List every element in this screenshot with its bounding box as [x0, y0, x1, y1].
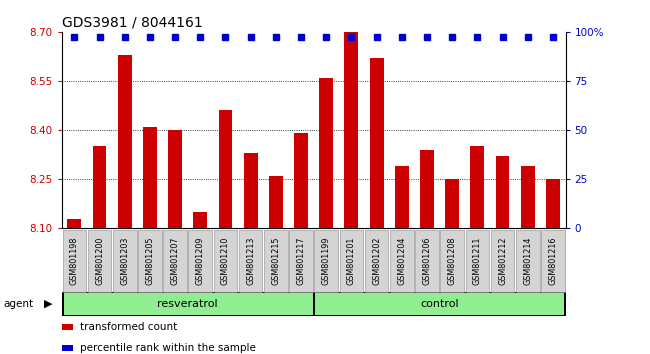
Bar [319, 78, 333, 228]
Text: transformed count: transformed count [80, 322, 177, 332]
Bar [420, 150, 434, 228]
Text: GSM801209: GSM801209 [196, 237, 205, 285]
Text: GSM801210: GSM801210 [221, 237, 230, 285]
Bar [445, 179, 459, 228]
Text: GDS3981 / 8044161: GDS3981 / 8044161 [62, 16, 203, 30]
Bar [370, 58, 384, 228]
Text: GSM801199: GSM801199 [322, 237, 331, 285]
Text: GSM801202: GSM801202 [372, 237, 381, 285]
Bar [218, 110, 233, 228]
Text: GSM801201: GSM801201 [347, 237, 356, 285]
Text: GSM801215: GSM801215 [271, 237, 280, 285]
Text: GSM801206: GSM801206 [422, 237, 432, 285]
Text: GSM801211: GSM801211 [473, 237, 482, 285]
Text: GSM801216: GSM801216 [549, 237, 558, 285]
Bar [546, 179, 560, 228]
Bar [68, 218, 81, 228]
Bar [143, 127, 157, 228]
Text: GSM801212: GSM801212 [498, 237, 507, 285]
Bar [471, 147, 484, 228]
Text: GSM801198: GSM801198 [70, 237, 79, 285]
Bar [244, 153, 257, 228]
Text: GSM801217: GSM801217 [296, 237, 306, 285]
Text: GSM801200: GSM801200 [95, 237, 104, 285]
Text: GSM801207: GSM801207 [170, 237, 179, 285]
Text: GSM801213: GSM801213 [246, 237, 255, 285]
Text: resveratrol: resveratrol [157, 299, 218, 309]
Text: GSM801205: GSM801205 [146, 237, 155, 285]
Bar [118, 55, 132, 228]
Bar [521, 166, 535, 228]
Text: GSM801203: GSM801203 [120, 237, 129, 285]
Text: percentile rank within the sample: percentile rank within the sample [80, 343, 256, 353]
Text: ▶: ▶ [44, 299, 53, 309]
Bar [495, 156, 510, 228]
Text: agent: agent [3, 299, 33, 309]
Text: GSM801204: GSM801204 [397, 237, 406, 285]
Bar [294, 133, 308, 228]
Text: GSM801214: GSM801214 [523, 237, 532, 285]
Bar [193, 212, 207, 228]
Bar [269, 176, 283, 228]
Bar [168, 130, 182, 228]
Bar [395, 166, 409, 228]
Bar [344, 32, 358, 228]
Text: GSM801208: GSM801208 [448, 237, 457, 285]
Text: control: control [421, 299, 459, 309]
Bar [92, 147, 107, 228]
